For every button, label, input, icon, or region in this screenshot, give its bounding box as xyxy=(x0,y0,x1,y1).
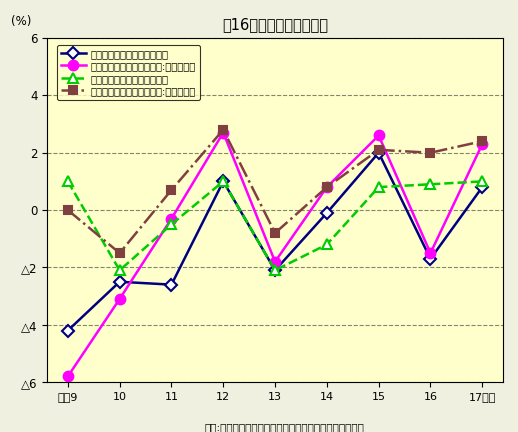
国内総生産（支出側、名目） xyxy=(272,268,278,273)
国内総生産（支出側、名目） xyxy=(65,179,71,184)
市内総生産（生産側、実質:連鎖方式） xyxy=(117,296,123,302)
国内総生産（支出側、名目） xyxy=(117,268,123,273)
Legend: 市内総生産（生産側、名目）, 市内総生産（生産側、実質:連鎖方式）, 国内総生産（支出側、名目）, 国内総生産（支出側、実質:連鎖方式）: 市内総生産（生産側、名目）, 市内総生産（生産側、実質:連鎖方式）, 国内総生産… xyxy=(56,44,200,100)
市内総生産（生産側、実質:連鎖方式） xyxy=(272,259,278,264)
国内総生産（支出側、名目） xyxy=(324,242,330,247)
市内総生産（生産側、実質:連鎖方式） xyxy=(376,133,382,138)
市内総生産（生産側、名目） xyxy=(168,282,175,287)
Line: 市内総生産（生産側、名目）: 市内総生産（生産側、名目） xyxy=(64,149,486,335)
Text: (%): (%) xyxy=(11,15,31,28)
市内総生産（生産側、名目） xyxy=(324,210,330,216)
市内総生産（生産側、名目） xyxy=(65,328,71,333)
市内総生産（生産側、名目） xyxy=(117,279,123,284)
市内総生産（生産側、実質:連鎖方式） xyxy=(427,251,434,256)
国内総生産（支出側、名目） xyxy=(479,179,485,184)
市内総生産（生産側、実質:連鎖方式） xyxy=(168,216,175,221)
Line: 国内総生産（支出側、実質:連鎖方式）: 国内総生産（支出側、実質:連鎖方式） xyxy=(64,126,486,257)
Title: 図16　経済成長率の推移: 図16 経済成長率の推移 xyxy=(222,18,328,33)
市内総生産（生産側、名目） xyxy=(427,256,434,261)
国内総生産（支出側、名目） xyxy=(427,182,434,187)
Line: 国内総生産（支出側、名目）: 国内総生産（支出側、名目） xyxy=(63,177,487,275)
国内総生産（支出側、実質:連鎖方式） xyxy=(272,230,278,235)
市内総生産（生産側、実質:連鎖方式） xyxy=(220,130,226,135)
Text: 資料:内閣府「国民経済計算年報」、川崎市市民経済計算: 資料:内閣府「国民経済計算年報」、川崎市市民経済計算 xyxy=(205,422,365,432)
国内総生産（支出側、名目） xyxy=(220,179,226,184)
国内総生産（支出側、実質:連鎖方式） xyxy=(479,139,485,144)
国内総生産（支出側、実質:連鎖方式） xyxy=(168,187,175,193)
市内総生産（生産側、実質:連鎖方式） xyxy=(324,184,330,190)
市内総生産（生産側、名目） xyxy=(272,268,278,273)
Line: 市内総生産（生産側、実質:連鎖方式）: 市内総生産（生産側、実質:連鎖方式） xyxy=(63,128,487,381)
国内総生産（支出側、実質:連鎖方式） xyxy=(117,251,123,256)
国内総生産（支出側、実質:連鎖方式） xyxy=(324,184,330,190)
国内総生産（支出側、名目） xyxy=(376,184,382,190)
市内総生産（生産側、名目） xyxy=(479,184,485,190)
国内総生産（支出側、実質:連鎖方式） xyxy=(65,207,71,213)
市内総生産（生産側、実質:連鎖方式） xyxy=(65,374,71,379)
国内総生産（支出側、実質:連鎖方式） xyxy=(220,127,226,132)
国内総生産（支出側、実質:連鎖方式） xyxy=(427,150,434,155)
市内総生産（生産側、名目） xyxy=(376,150,382,155)
市内総生産（生産側、名目） xyxy=(220,179,226,184)
国内総生産（支出側、名目） xyxy=(168,222,175,227)
市内総生産（生産側、実質:連鎖方式） xyxy=(479,142,485,147)
国内総生産（支出側、実質:連鎖方式） xyxy=(376,147,382,152)
